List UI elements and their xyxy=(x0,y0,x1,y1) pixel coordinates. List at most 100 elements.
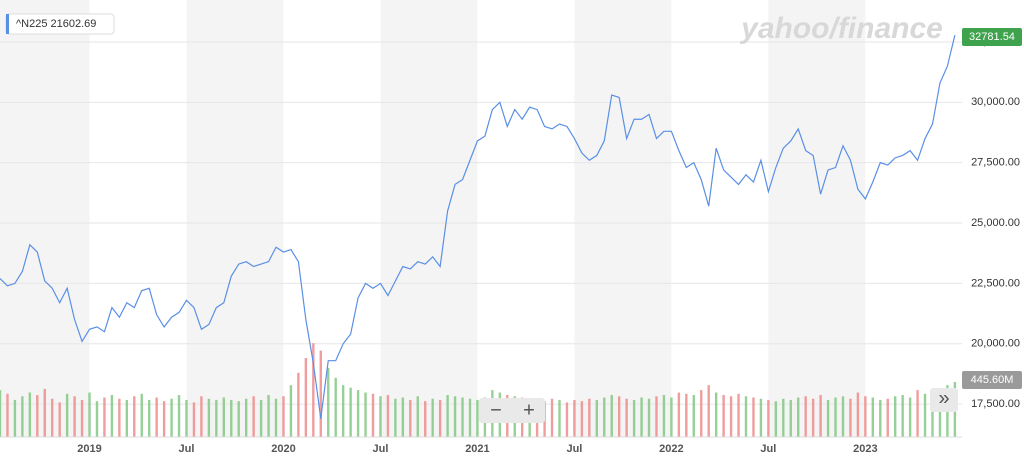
volume-bar xyxy=(685,393,688,437)
volume-bar xyxy=(938,388,942,437)
background-band xyxy=(768,0,866,437)
volume-bar xyxy=(401,397,405,437)
volume-bar xyxy=(304,358,308,437)
volume-bar xyxy=(103,397,106,437)
volume-bar xyxy=(841,396,845,437)
volume-bar xyxy=(879,399,882,437)
background-band xyxy=(186,0,284,437)
background-bands xyxy=(0,0,866,437)
volume-bar xyxy=(782,398,785,437)
volume-bar xyxy=(580,401,584,437)
volume-bar xyxy=(864,396,867,437)
volume-bar xyxy=(274,398,278,437)
volume-bar xyxy=(0,390,2,437)
volume-bar xyxy=(759,398,763,437)
volume-bar xyxy=(901,395,904,437)
volume-bar xyxy=(603,397,606,437)
volume-bar xyxy=(21,396,24,437)
volume-bar xyxy=(588,398,591,437)
volume-bar xyxy=(923,393,927,437)
volume-bar xyxy=(834,397,837,437)
plot xyxy=(0,35,956,419)
volume-bar xyxy=(36,395,39,437)
volume-bar xyxy=(215,399,218,437)
volume-bar xyxy=(88,392,91,437)
volume-bar xyxy=(341,385,345,437)
zoom-controls xyxy=(479,398,545,423)
volume-bar xyxy=(289,385,293,437)
x-tick-label: 2022 xyxy=(659,443,683,455)
volume-bar xyxy=(192,402,196,437)
volume-bar xyxy=(95,401,99,437)
volume-bar xyxy=(647,398,651,437)
volume-bar xyxy=(610,395,613,437)
volume-bar xyxy=(371,393,375,437)
volume-bar xyxy=(148,399,151,437)
last-price-tag xyxy=(962,28,1022,46)
y-tick-label: 25,000.00 xyxy=(971,217,1020,229)
volume-bar xyxy=(707,385,710,437)
volume-bar xyxy=(916,390,919,437)
volume-bar xyxy=(237,401,240,437)
volume-bar xyxy=(662,395,666,437)
zoom-in[interactable]: + xyxy=(523,399,535,421)
volume-bar xyxy=(558,399,561,437)
volume-bar xyxy=(722,395,725,437)
volume-bar xyxy=(73,396,76,437)
y-tick-label: 27,500.00 xyxy=(971,157,1020,169)
volume-bar xyxy=(774,401,778,437)
volume-bar xyxy=(43,388,46,437)
volume-bar xyxy=(133,396,136,437)
volume-bar xyxy=(334,377,337,437)
more-button[interactable]: » xyxy=(938,387,949,409)
volume-bar xyxy=(438,399,442,437)
volume-bar xyxy=(729,396,733,437)
x-tick-label: 2020 xyxy=(271,443,295,455)
volume-bar xyxy=(58,402,61,437)
volume-bar xyxy=(282,396,285,437)
volume-bar xyxy=(356,390,360,437)
volume-bar xyxy=(65,393,69,437)
volume-bar xyxy=(871,397,875,437)
volume-bar xyxy=(617,396,621,437)
x-tick-label: 2021 xyxy=(465,443,489,455)
volume-bar xyxy=(13,399,17,437)
volume-bar xyxy=(424,401,427,437)
volume-bar xyxy=(797,397,800,437)
volume-bar xyxy=(80,399,84,437)
volume-bar xyxy=(692,395,695,437)
volume-bar xyxy=(394,398,397,437)
volume-bar xyxy=(468,398,472,437)
zoom-out[interactable]: − xyxy=(490,399,502,421)
volume-bar xyxy=(670,397,673,437)
watermark: yahoo/finance xyxy=(739,12,943,45)
volume-bar xyxy=(207,398,211,437)
volume-bar xyxy=(222,397,225,437)
volume-bar xyxy=(28,392,32,437)
volume-bar xyxy=(789,399,792,437)
x-tick-label: Jul xyxy=(566,443,582,455)
volume-bar xyxy=(125,399,129,437)
background-band xyxy=(477,0,575,437)
volume-bar xyxy=(744,396,748,437)
volume-bar xyxy=(894,396,897,437)
grid xyxy=(0,41,962,405)
volume-bar xyxy=(259,399,263,437)
volume-bar xyxy=(364,392,367,437)
volume-bar xyxy=(737,393,740,437)
volume-bar xyxy=(804,396,807,437)
volume-bar xyxy=(327,367,330,437)
volume-bar xyxy=(655,396,658,437)
volume-bar xyxy=(386,395,390,437)
volume-bar xyxy=(51,398,54,437)
volume-bar xyxy=(118,398,121,437)
volume-bar xyxy=(409,399,412,437)
volume-bar xyxy=(267,395,270,437)
volume-bar xyxy=(640,397,643,437)
background-band xyxy=(671,0,769,437)
more-button-bg xyxy=(930,388,958,412)
x-tick-label: Jul xyxy=(760,443,776,455)
volume-bar xyxy=(752,397,755,437)
volume-bar xyxy=(379,396,382,437)
